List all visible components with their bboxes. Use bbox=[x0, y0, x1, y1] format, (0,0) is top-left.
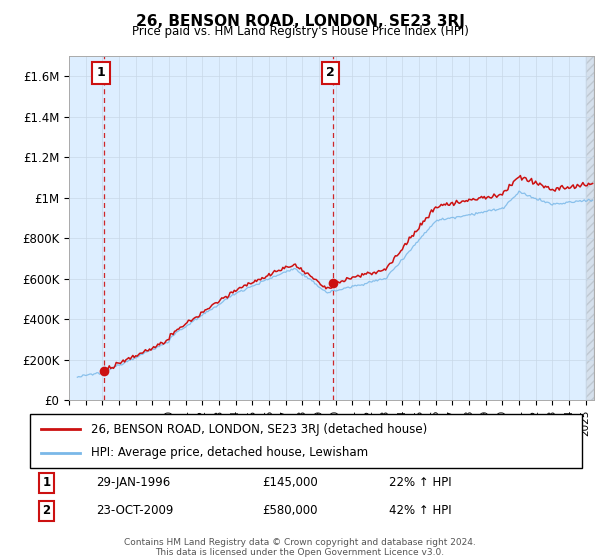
Text: 2: 2 bbox=[326, 66, 335, 80]
Text: 42% ↑ HPI: 42% ↑ HPI bbox=[389, 504, 451, 517]
Text: HPI: Average price, detached house, Lewisham: HPI: Average price, detached house, Lewi… bbox=[91, 446, 368, 459]
Text: £145,000: £145,000 bbox=[262, 476, 317, 489]
Text: Contains HM Land Registry data © Crown copyright and database right 2024.
This d: Contains HM Land Registry data © Crown c… bbox=[124, 538, 476, 557]
Text: 26, BENSON ROAD, LONDON, SE23 3RJ: 26, BENSON ROAD, LONDON, SE23 3RJ bbox=[136, 14, 464, 29]
Text: 2: 2 bbox=[43, 504, 50, 517]
Bar bbox=[586, 56, 594, 400]
Text: 22% ↑ HPI: 22% ↑ HPI bbox=[389, 476, 451, 489]
Text: Price paid vs. HM Land Registry's House Price Index (HPI): Price paid vs. HM Land Registry's House … bbox=[131, 25, 469, 38]
Text: 29-JAN-1996: 29-JAN-1996 bbox=[96, 476, 170, 489]
Text: 1: 1 bbox=[43, 476, 50, 489]
Text: 1: 1 bbox=[97, 66, 106, 80]
Text: 26, BENSON ROAD, LONDON, SE23 3RJ (detached house): 26, BENSON ROAD, LONDON, SE23 3RJ (detac… bbox=[91, 423, 427, 436]
Text: 23-OCT-2009: 23-OCT-2009 bbox=[96, 504, 173, 517]
FancyBboxPatch shape bbox=[30, 414, 582, 468]
Text: £580,000: £580,000 bbox=[262, 504, 317, 517]
